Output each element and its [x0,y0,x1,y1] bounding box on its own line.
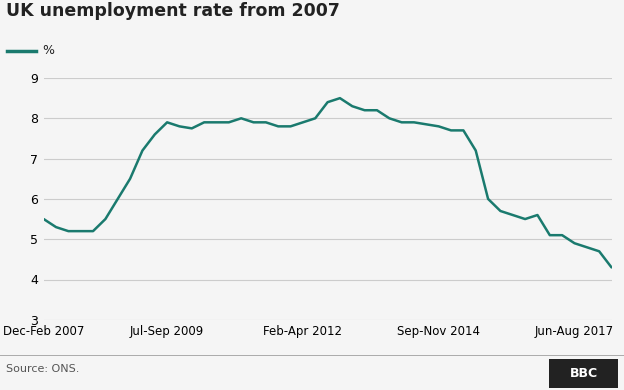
Text: %: % [42,44,54,57]
Text: UK unemployment rate from 2007: UK unemployment rate from 2007 [6,2,340,20]
Text: BBC: BBC [569,367,598,380]
Text: Source: ONS.: Source: ONS. [6,363,80,374]
